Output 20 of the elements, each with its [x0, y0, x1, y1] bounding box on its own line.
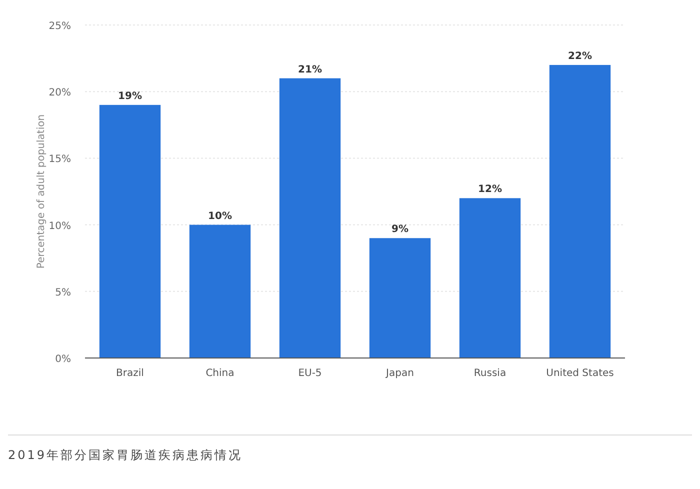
y-tick-label: 0%: [55, 354, 71, 365]
x-tick-label: Russia: [474, 368, 506, 379]
text: 2019年部分国家胃肠道疾病患病情况: [8, 448, 243, 462]
x-tick-label: EU-5: [298, 368, 322, 379]
x-tick-label: Brazil: [116, 368, 144, 379]
y-tick-label: 25%: [48, 21, 71, 32]
y-axis-title: Percentage of adult population: [36, 114, 47, 269]
data-label: 9%: [392, 224, 408, 236]
x-tick-label: United States: [546, 368, 614, 379]
y-tick-label: 15%: [48, 154, 71, 166]
data-label: 12%: [478, 184, 502, 196]
data-label: 10%: [208, 210, 232, 222]
y-tick-label: 20%: [48, 88, 71, 99]
y-tick-label: 10%: [48, 220, 71, 232]
data-label: 21%: [298, 64, 322, 76]
x-tick-label: China: [206, 368, 234, 379]
x-tick-label: Japan: [385, 368, 414, 379]
data-label: 19%: [118, 90, 142, 102]
data-label: 22%: [568, 50, 592, 62]
y-tick-label: 5%: [55, 287, 71, 298]
